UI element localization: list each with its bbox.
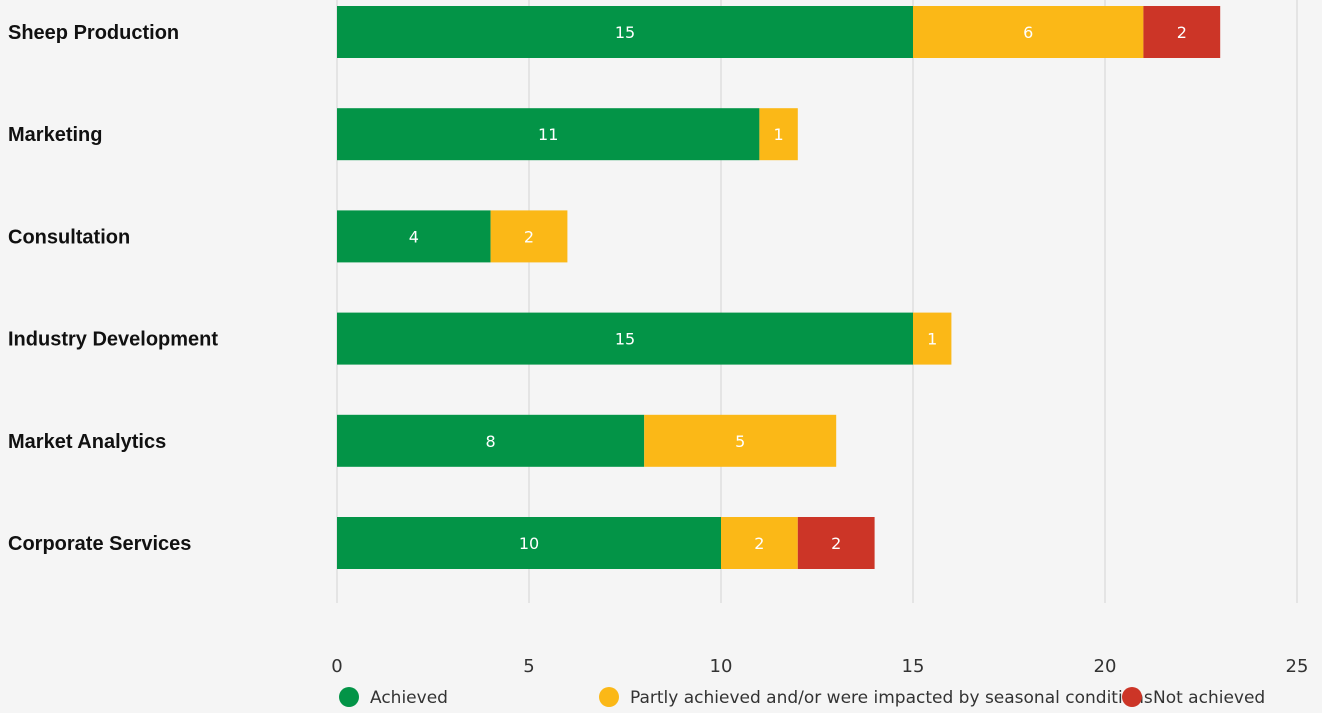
bar-segment — [337, 108, 760, 161]
bar-segment — [644, 414, 837, 467]
x-tick-label: 25 — [1286, 656, 1309, 677]
category-labels: Sheep Production Marketing Consultation Ind… — [8, 22, 218, 555]
legend-label: Achieved — [370, 688, 448, 708]
bar-segment — [913, 312, 952, 365]
legend-swatch — [1122, 687, 1142, 707]
bar-segment — [337, 6, 913, 58]
legend-swatch — [599, 687, 619, 707]
category-label: Consultation — [8, 226, 130, 248]
bar-value-label: 2 — [754, 534, 764, 553]
bar-value-label: 8 — [486, 432, 496, 451]
category-label: Sheep Production — [8, 22, 179, 44]
bars: 15 6 211 14 215 18 510 2 2 — [337, 6, 1221, 569]
bar-value-label: 4 — [409, 227, 419, 246]
bar-value-label: 10 — [519, 534, 539, 553]
bar-segment — [721, 517, 798, 569]
legend-label: Partly achieved and/or were impacted by … — [630, 688, 1153, 708]
bar-value-label: 5 — [735, 432, 745, 451]
category-label: Industry Development — [8, 329, 218, 351]
x-tick-label: 15 — [902, 656, 925, 677]
x-tick-label: 0 — [331, 656, 342, 677]
category-label: Market Analytics — [8, 431, 166, 453]
bar-segment — [1143, 6, 1221, 58]
gridlines — [336, 0, 1298, 603]
bar-value-label: 15 — [615, 330, 635, 349]
bar-value-label: 1 — [774, 125, 784, 144]
bar-segment — [797, 517, 875, 569]
bar-segment — [490, 210, 568, 263]
bar-value-label: 2 — [1177, 23, 1187, 42]
bar-segment — [337, 414, 645, 467]
bar-value-label: 2 — [524, 227, 534, 246]
bar-segment — [337, 210, 491, 263]
bar-segment — [759, 108, 798, 161]
bar-value-label: 15 — [615, 23, 635, 42]
legend-label: Not achieved — [1153, 688, 1265, 708]
bar-value-label: 2 — [831, 534, 841, 553]
bar-value-label: 1 — [927, 330, 937, 349]
category-label: Corporate Services — [8, 533, 191, 555]
bar-value-label: 11 — [538, 125, 558, 144]
legend: Achieved Partly achieved and/or were impa… — [339, 687, 1265, 708]
x-tick-label: 5 — [523, 656, 534, 677]
x-tick-label: 20 — [1094, 656, 1117, 677]
category-label: Marketing — [8, 124, 102, 146]
x-axis-ticks: 0 5 10 15 20 25 — [331, 656, 1308, 677]
bar-value-label: 6 — [1023, 23, 1033, 42]
bar-segment — [337, 517, 721, 569]
bar-segment — [337, 312, 913, 365]
bar-segment — [913, 6, 1144, 58]
x-tick-label: 10 — [710, 656, 733, 677]
legend-swatch — [339, 687, 359, 707]
